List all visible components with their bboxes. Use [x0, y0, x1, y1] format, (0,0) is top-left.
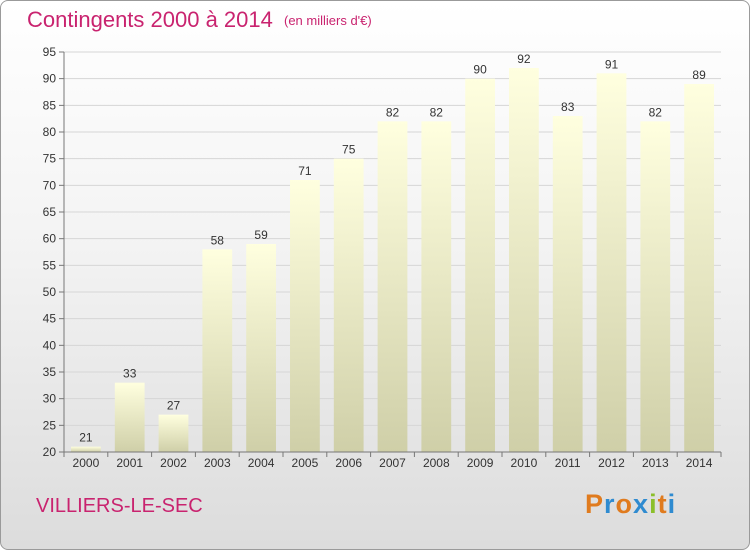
axes: 20 25 30 35 40 45 50 55 60 65 70 75 80 85 90 95 2000 2001…: [43, 45, 722, 470]
y-tick-label: 40: [43, 338, 57, 352]
data-label-2014: 89: [692, 68, 706, 82]
bars: 21 33 27 58 59 71 75 82 82 90 92 83 91 82 89: [71, 52, 714, 453]
y-tick-label: 55: [43, 258, 57, 272]
data-label-2013: 82: [649, 105, 663, 119]
bar-2007: [377, 121, 408, 452]
x-tick-label-2013: 2013: [642, 456, 669, 470]
x-tick-label-2001: 2001: [116, 456, 143, 470]
x-tick-label-2008: 2008: [423, 456, 450, 470]
logo-letter: t: [657, 489, 668, 519]
bar-2006: [333, 158, 364, 452]
data-label-2008: 82: [430, 105, 444, 119]
x-tick-label-2009: 2009: [467, 456, 494, 470]
bar-2001: [114, 382, 145, 452]
logo-letter: r: [604, 489, 616, 519]
y-tick-label: 30: [43, 392, 57, 406]
bar-2013: [640, 121, 671, 452]
y-tick-label: 85: [43, 98, 57, 112]
bar-2005: [290, 180, 320, 452]
chart-title: Contingents 2000 à 2014: [27, 7, 273, 32]
y-tick-label: 75: [43, 152, 57, 166]
logo-letter: i: [649, 489, 658, 519]
y-tick-label: 50: [43, 285, 57, 299]
bar-2008: [421, 121, 452, 452]
bar-2003: [202, 249, 233, 452]
data-label-2010: 92: [517, 52, 531, 66]
chart-unit: (en milliers d'€): [284, 13, 372, 28]
x-tick-label-2012: 2012: [598, 456, 625, 470]
y-tick-label: 25: [43, 418, 57, 432]
x-tick-label-2003: 2003: [204, 456, 231, 470]
data-label-2004: 59: [254, 228, 268, 242]
bar-2010: [509, 68, 539, 452]
bar-2012: [596, 73, 627, 452]
logo-letter: i: [667, 489, 677, 519]
y-tick-label: 20: [43, 445, 57, 459]
y-tick-label: 70: [43, 178, 57, 192]
x-tick-label-2004: 2004: [248, 456, 275, 470]
y-tick-label: 90: [43, 72, 57, 86]
bar-2002: [158, 414, 189, 452]
logo-letter: x: [633, 489, 650, 519]
x-tick-label-2000: 2000: [73, 456, 100, 470]
data-label-2002: 27: [167, 399, 181, 413]
data-label-2006: 75: [342, 143, 356, 157]
data-label-2001: 33: [123, 367, 137, 381]
data-label-2003: 58: [211, 233, 225, 247]
y-tick-label: 60: [43, 232, 57, 246]
y-tick-label: 45: [43, 312, 57, 326]
y-tick-label: 95: [43, 45, 57, 59]
data-label-2009: 90: [473, 63, 487, 77]
data-label-2011: 83: [561, 100, 575, 114]
bar-2011: [552, 116, 583, 452]
data-label-2012: 91: [605, 57, 619, 71]
bar-2009: [465, 78, 495, 453]
bar-2004: [246, 244, 276, 452]
x-tick-label-2006: 2006: [335, 456, 362, 470]
x-tick-label-2011: 2011: [555, 456, 581, 470]
y-tick-label: 35: [43, 365, 57, 379]
y-tick-label: 80: [43, 125, 57, 139]
y-tick-label: 65: [43, 205, 57, 219]
x-tick-label-2005: 2005: [292, 456, 319, 470]
data-label-2007: 82: [386, 105, 400, 119]
data-label-2000: 21: [79, 431, 93, 445]
x-tick-label-2010: 2010: [511, 456, 538, 470]
commune-name: VILLIERS-LE-SEC: [36, 495, 203, 517]
x-tick-label-2002: 2002: [160, 456, 187, 470]
x-tick-label-2007: 2007: [379, 456, 406, 470]
bar-2000: [71, 446, 101, 452]
proxiti-logo: Proxiti: [585, 489, 676, 520]
bar-2014: [684, 84, 714, 452]
data-label-2005: 71: [298, 164, 312, 178]
x-tick-label-2014: 2014: [686, 456, 713, 470]
logo-letter: o: [615, 489, 634, 519]
logo-letter: P: [585, 489, 605, 519]
